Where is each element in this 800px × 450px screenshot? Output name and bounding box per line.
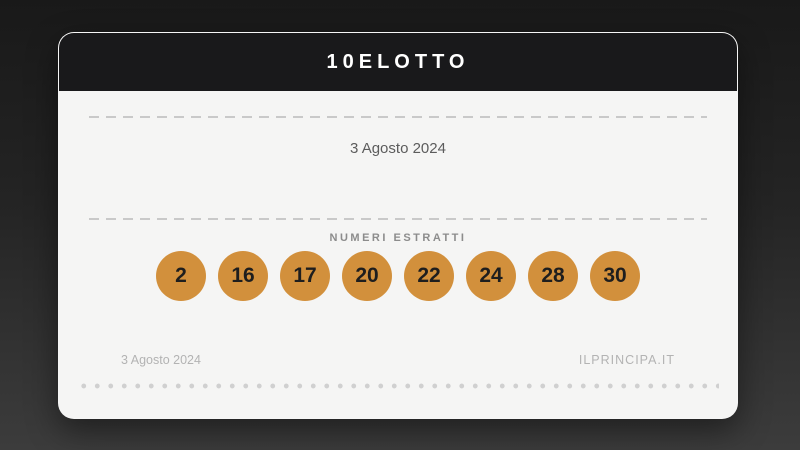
dashed-divider-middle bbox=[89, 218, 707, 220]
number-ball: 16 bbox=[218, 251, 268, 301]
extracted-numbers-row: 2 16 17 20 22 24 28 30 bbox=[89, 251, 707, 301]
draw-date: 3 Agosto 2024 bbox=[350, 140, 446, 157]
card-header: 10ELOTTO bbox=[59, 33, 737, 91]
dashed-divider-top bbox=[89, 116, 707, 118]
number-ball: 20 bbox=[342, 251, 392, 301]
number-ball: 17 bbox=[280, 251, 330, 301]
card-footer: 3 Agosto 2024 ILPRINCIPA.IT bbox=[89, 353, 707, 367]
footer-date: 3 Agosto 2024 bbox=[121, 353, 201, 367]
perforation-dots bbox=[77, 383, 719, 389]
number-ball: 30 bbox=[590, 251, 640, 301]
number-ball: 22 bbox=[404, 251, 454, 301]
footer-site-label: ILPRINCIPA.IT bbox=[578, 353, 675, 367]
lottery-result-card: 10ELOTTO 3 Agosto 2024 NUMERI ESTRATTI 2… bbox=[58, 32, 738, 419]
number-ball: 2 bbox=[156, 251, 206, 301]
game-title: 10ELOTTO bbox=[326, 50, 470, 73]
numbers-section-label: NUMERI ESTRATTI bbox=[329, 232, 467, 244]
number-ball: 28 bbox=[528, 251, 578, 301]
card-body: 3 Agosto 2024 NUMERI ESTRATTI 2 16 17 20… bbox=[59, 91, 737, 418]
number-ball: 24 bbox=[466, 251, 516, 301]
